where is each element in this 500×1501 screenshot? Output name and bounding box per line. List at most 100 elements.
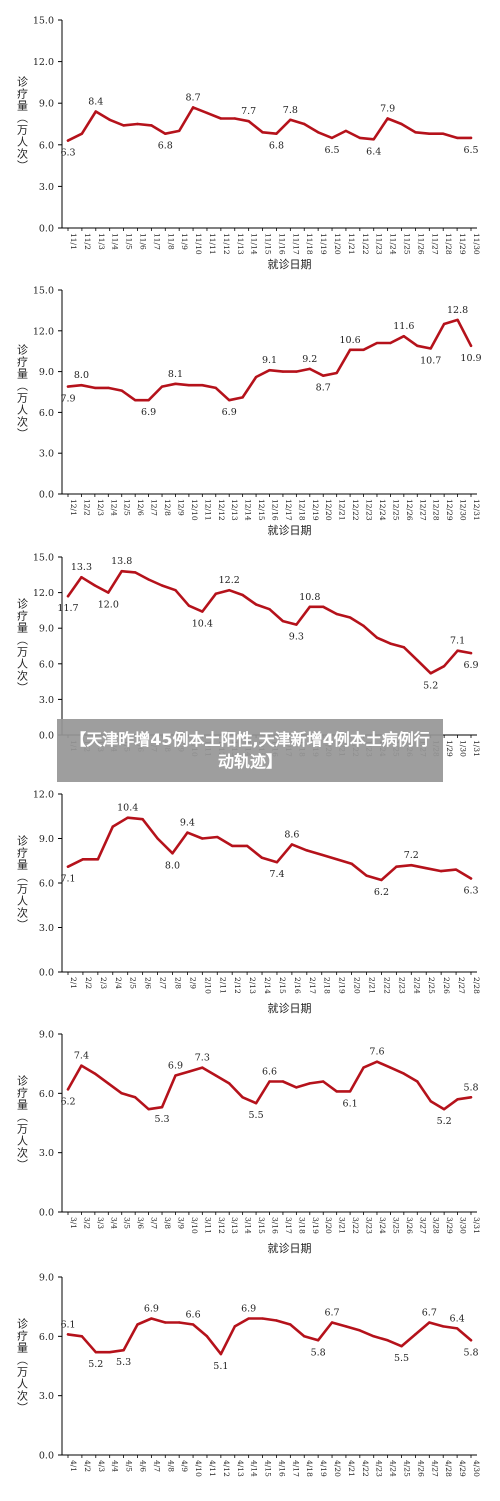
x-tick-label: 11/28 [444,233,453,255]
data-point [147,1107,150,1111]
data-point [150,124,153,127]
data-label: 13.3 [71,562,92,573]
data-label: 7.6 [369,1047,384,1058]
x-tick-label: 3/13 [230,1217,239,1234]
data-point [147,578,150,581]
data-point [344,129,348,133]
data-point [177,1321,181,1324]
chart-panel-february: 0.0 3.0 6.0 9.0 12.0 2/1 2/2 2/3 2/4 2/5 2/6 2/7 2/8… [0,785,500,1016]
data-point [400,122,403,126]
x-tick-label: 12/26 [405,499,414,521]
data-point [389,1066,392,1069]
data-point [228,589,231,592]
data-point [136,1323,139,1326]
data-point [80,132,84,135]
headline-banner[interactable]: 【天津昨增45例本土阳性,天津新增4例本土病例行动轨迹】 [57,719,443,782]
data-label: 7.1 [450,636,465,647]
x-tick-label: 4/29 [458,1460,467,1477]
data-point [254,603,258,606]
data-label: 6.7 [324,1307,339,1318]
data-label: 8.1 [168,369,183,380]
x-tick-label: 2/8 [173,977,182,989]
data-label: 5.2 [88,1359,103,1370]
x-tick-label: 4/13 [236,1460,245,1477]
y-tick-label: 9.0 [39,1273,54,1284]
x-tick-label: 2/22 [382,977,391,994]
x-tick-label: 3/25 [391,1217,400,1234]
data-point [322,1080,325,1083]
data-point [133,1096,137,1099]
data-point [469,344,473,347]
x-tick-label: 3/7 [150,1217,159,1229]
x-tick-label: 12/21 [338,499,347,521]
x-tick-label: 2/28 [472,977,481,994]
x-tick-label: 11/26 [416,233,425,255]
data-point [233,117,236,120]
x-tick-label: 12/28 [432,499,441,521]
x-tick-label: 11/7 [152,233,161,250]
data-point [120,389,123,392]
x-tick-label: 11/19 [319,233,328,255]
x-tick-label: 3/6 [136,1217,145,1229]
x-tick-label: 3/31 [472,1217,481,1234]
x-tick-label: 3/11 [203,1217,212,1234]
data-point [108,118,111,122]
y-tick-label: 6.0 [39,659,54,670]
data-label: 6.4 [450,1313,465,1324]
data-point [233,1325,236,1328]
data-point [80,1064,83,1067]
x-tick-label: 11/17 [291,233,300,255]
data-point [375,341,379,345]
x-tick-label: 3/12 [217,1217,226,1234]
data-point [66,865,70,868]
x-tick-label: 11/29 [458,233,467,255]
data-point [303,122,306,126]
data-point [126,816,129,819]
x-tick-label: 3/23 [365,1217,374,1234]
x-tick-label: 2/25 [427,977,436,994]
data-label: 6.5 [463,145,478,156]
data-label: 5.8 [463,1082,478,1093]
x-tick-label: 3/17 [284,1217,293,1234]
data-point [305,849,309,852]
y-tick-label: 6.0 [39,408,54,419]
data-label: 5.5 [249,1110,264,1121]
data-label: 9.1 [262,355,277,366]
data-point [254,375,258,379]
y-tick-label: 0.0 [39,968,54,979]
data-label: 7.4 [269,869,284,880]
x-tick-label: 12/23 [365,499,374,521]
y-tick-label: 3.0 [39,695,54,706]
data-point [219,117,223,120]
data-point [414,131,417,134]
x-tick-label: 11/27 [430,233,439,255]
x-tick-label: 12/4 [109,499,118,516]
x-tick-label: 3/2 [82,1217,91,1229]
data-point [425,866,428,870]
x-tick-label: 2/18 [323,977,332,994]
data-point [281,370,285,373]
data-point [93,1072,97,1075]
data-point [348,348,352,352]
x-tick-label: 11/30 [472,233,481,255]
x-tick-label: 3/9 [176,1217,185,1229]
data-label: 9.4 [180,818,195,829]
data-point [308,367,311,371]
data-point [402,335,406,338]
data-point [281,1080,285,1083]
x-tick-label: 4/14 [250,1460,259,1477]
data-point [230,844,234,848]
data-point [120,570,123,573]
data-point [174,589,177,592]
x-tick-label: 3/21 [338,1217,347,1234]
data-label: 6.1 [60,1319,75,1330]
x-tick-label: 11/1 [69,233,78,250]
data-point [469,1339,473,1342]
data-point [191,106,195,109]
data-point [108,1350,111,1354]
data-label: 13.8 [111,556,132,567]
y-tick-label: 3.0 [39,923,54,934]
data-point [442,322,446,326]
data-label: 8.4 [88,97,103,108]
data-label: 8.6 [284,829,299,840]
